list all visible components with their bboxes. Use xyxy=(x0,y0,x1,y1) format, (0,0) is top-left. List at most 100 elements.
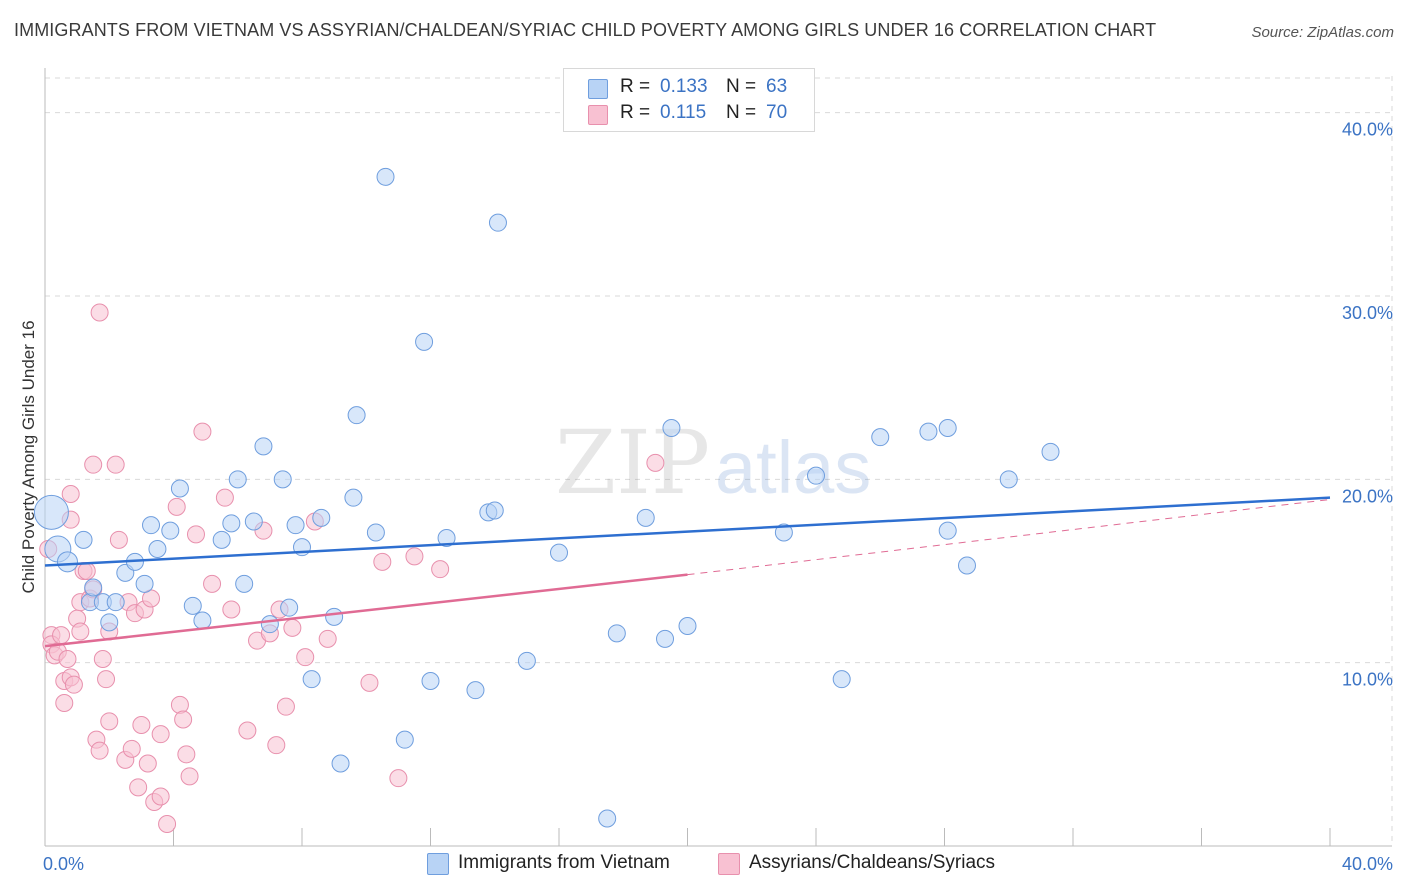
vietnam-point xyxy=(678,617,697,635)
assyrians-point xyxy=(52,626,71,645)
vietnam-point xyxy=(235,574,254,593)
vietnam-point xyxy=(302,670,321,689)
series-vietnam-points xyxy=(33,167,1060,828)
assyrians-point xyxy=(109,530,128,549)
vietnam-point xyxy=(871,428,890,447)
assyrians-point xyxy=(129,778,148,797)
bottom-legend-swatch-blue xyxy=(427,853,449,875)
legend-r-label: R = xyxy=(620,76,651,97)
vietnam-point xyxy=(466,681,485,700)
correlation-legend: R = 0.133 N = 63 R = 0.115 N = 70 xyxy=(563,68,815,132)
assyrians-point xyxy=(360,673,379,692)
legend-r-value: 0.115 xyxy=(660,102,707,123)
assyrians-point xyxy=(222,600,241,619)
assyrians-point xyxy=(100,712,119,731)
assyrians-point xyxy=(90,741,109,760)
vietnam-point xyxy=(170,479,189,498)
legend-n-value: 63 xyxy=(766,76,788,97)
legend-n-label: N = xyxy=(726,76,757,97)
vietnam-point xyxy=(325,607,344,626)
assyrians-point xyxy=(318,629,337,648)
vietnam-point xyxy=(774,523,793,542)
assyrians-point xyxy=(296,648,315,667)
trend-line-vietnam xyxy=(44,496,1331,567)
y-tick-label: 40.0% xyxy=(1342,120,1393,140)
trend-line-assyrians xyxy=(44,573,688,648)
x-tick-label-max: 40.0% xyxy=(1342,854,1393,874)
vietnam-point xyxy=(260,615,279,634)
vietnam-point xyxy=(598,809,617,828)
assyrians-point xyxy=(58,650,77,668)
vietnam-point xyxy=(33,494,69,530)
vietnam-point xyxy=(222,514,241,533)
watermark-zip: ZIP xyxy=(555,411,710,514)
vietnam-point xyxy=(331,754,350,773)
assyrians-point xyxy=(283,618,302,637)
vietnam-point xyxy=(636,508,655,527)
vietnam-point xyxy=(84,578,103,597)
vietnam-point xyxy=(142,516,161,535)
assyrians-point xyxy=(267,736,286,755)
assyrians-point xyxy=(405,547,424,566)
assyrians-point xyxy=(215,488,234,507)
vietnam-point xyxy=(517,651,536,670)
assyrians-point xyxy=(71,622,90,641)
assyrians-point xyxy=(97,670,116,689)
y-tick-label: 20.0% xyxy=(1342,486,1393,506)
y-tick-label: 10.0% xyxy=(1342,670,1393,690)
assyrians-point xyxy=(151,725,170,744)
assyrians-point xyxy=(186,525,205,544)
assyrians-point xyxy=(93,650,112,668)
vietnam-point xyxy=(347,406,366,425)
y-tick-label: 30.0% xyxy=(1342,303,1393,323)
vietnam-point xyxy=(106,593,125,612)
gridlines xyxy=(45,76,1393,846)
watermark: ZIP atlas xyxy=(555,411,871,514)
assyrians-point xyxy=(203,574,222,593)
vietnam-point xyxy=(957,556,976,575)
assyrians-point xyxy=(64,675,83,694)
assyrians-point xyxy=(646,453,665,472)
vietnam-point xyxy=(74,530,93,549)
trend-line-assyrians-extrapolated xyxy=(687,499,1331,576)
vietnam-point xyxy=(437,529,456,547)
assyrians-point xyxy=(77,562,96,580)
vietnam-point xyxy=(56,551,78,573)
tick-labels: 10.0% 20.0% 30.0% 40.0% 0.0% 40.0% xyxy=(43,120,1393,874)
bottom-legend-swatch-pink xyxy=(718,853,740,875)
vietnam-point xyxy=(183,596,202,615)
vietnam-point xyxy=(807,466,825,485)
vietnam-point xyxy=(832,670,851,689)
assyrians-point xyxy=(276,697,295,716)
vietnam-point xyxy=(212,530,231,549)
assyrians-point xyxy=(389,769,408,788)
vietnam-point xyxy=(135,574,154,593)
assyrians-point xyxy=(132,716,151,734)
chart-title: IMMIGRANTS FROM VIETNAM VS ASSYRIAN/CHAL… xyxy=(14,20,1157,40)
watermark-atlas: atlas xyxy=(715,426,871,509)
vietnam-point xyxy=(273,470,292,489)
vietnam-point xyxy=(488,213,507,232)
assyrians-point xyxy=(431,560,450,579)
vietnam-point xyxy=(366,523,385,542)
bottom-legend-label: Immigrants from Vietnam xyxy=(458,852,670,873)
vietnam-point xyxy=(421,672,440,690)
vietnam-point xyxy=(286,516,305,535)
assyrians-point xyxy=(238,721,257,740)
assyrians-point xyxy=(106,455,125,474)
bottom-legend-label: Assyrians/Chaldeans/Syriacs xyxy=(749,852,996,873)
vietnam-point xyxy=(376,167,395,186)
assyrians-point xyxy=(138,754,157,773)
vietnam-point xyxy=(193,611,212,630)
assyrians-point xyxy=(167,497,186,516)
assyrians-point xyxy=(151,787,170,806)
assyrians-point xyxy=(55,694,74,712)
assyrians-point xyxy=(84,455,103,474)
assyrians-point xyxy=(61,485,80,503)
assyrians-point xyxy=(122,739,141,758)
assyrians-point xyxy=(170,695,189,714)
assyrians-point xyxy=(193,422,212,441)
vietnam-point xyxy=(100,613,119,632)
legend-n-value: 70 xyxy=(766,102,788,123)
